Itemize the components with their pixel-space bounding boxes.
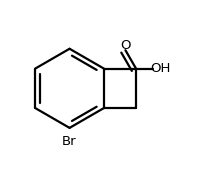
Text: Br: Br <box>62 135 77 148</box>
Text: OH: OH <box>151 62 171 75</box>
Text: O: O <box>120 39 131 52</box>
